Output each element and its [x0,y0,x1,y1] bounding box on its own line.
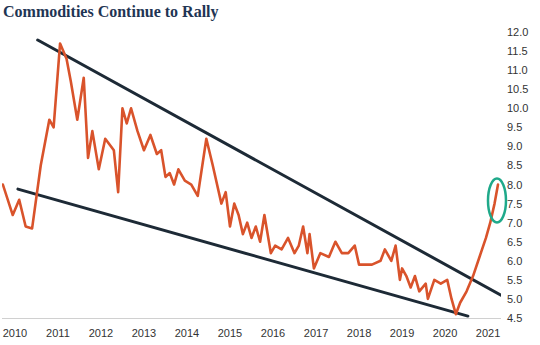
y-tick-label: 9.5 [507,121,522,133]
y-tick-label: 8.0 [507,179,522,191]
y-tick-label: 6.5 [507,236,522,248]
trend-line [38,40,501,295]
highlight-ellipse [488,179,506,223]
x-tick-label: 2015 [218,327,242,339]
x-tick-label: 2020 [433,327,457,339]
y-tick-label: 6.0 [507,255,522,267]
series-line [3,43,498,314]
chart: Commodities Continue to Rally 12.0 11.5 11.… [0,0,540,345]
x-tick-label: 2018 [347,327,371,339]
y-tick-label: 9.0 [507,140,522,152]
x-tick-label: 2010 [3,327,27,339]
y-tick-label: 5.5 [507,274,522,286]
trend-line [18,189,468,316]
x-tick-label: 2016 [261,327,285,339]
y-tick-label: 8.5 [507,159,522,171]
y-tick-label: 11.5 [507,45,528,57]
x-tick-label: 2017 [304,327,328,339]
y-tick-label: 10.5 [507,83,528,95]
y-tick-label: 7.5 [507,198,522,210]
y-tick-label: 11.0 [507,64,528,76]
x-tick-label: 2011 [46,327,70,339]
x-tick-label: 2021 [476,327,500,339]
plot-area [3,40,501,316]
y-tick-label: 10.0 [507,102,528,114]
x-tick-label: 2013 [132,327,156,339]
x-tick-label: 2012 [89,327,113,339]
y-tick-label: 5.0 [507,293,522,305]
x-tick-label: 2014 [175,327,199,339]
x-axis-line [2,318,501,319]
title: Commodities Continue to Rally [3,3,219,21]
y-tick-label: 4.5 [507,312,522,324]
y-tick-label: 7.0 [507,217,522,229]
y-tick-label: 12.0 [507,26,528,38]
x-tick-label: 2019 [390,327,414,339]
